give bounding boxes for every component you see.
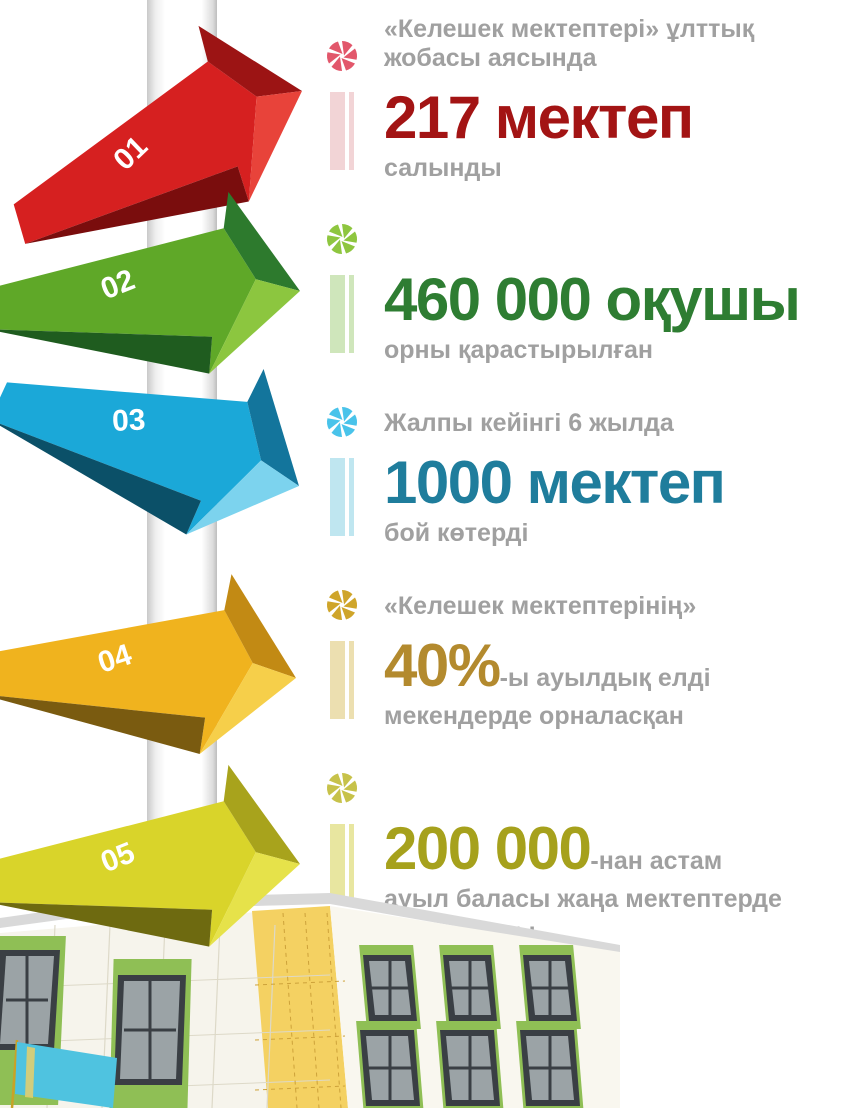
svg-text:03: 03 (111, 403, 146, 438)
